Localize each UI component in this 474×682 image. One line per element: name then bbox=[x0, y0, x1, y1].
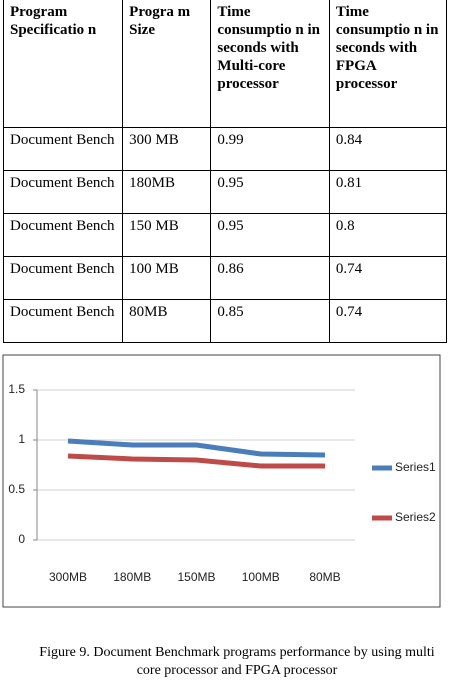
header-cell: Progra m Size bbox=[122, 0, 212, 128]
cell: 300 MB bbox=[122, 127, 212, 171]
legend-label: Series1 bbox=[395, 460, 436, 474]
chart-frame bbox=[2, 354, 441, 608]
cell: 180MB bbox=[122, 170, 212, 214]
cell: 0.95 bbox=[210, 213, 330, 257]
chart: 0 0.5 1 1.5 300MB 180MB 150MB 100MB 80MB Series1 S… bbox=[2, 354, 441, 608]
cell: 0.86 bbox=[210, 256, 330, 300]
cell: 0.85 bbox=[210, 299, 330, 343]
legend-label: Series2 bbox=[395, 510, 436, 524]
cell: 0.74 bbox=[328, 299, 448, 343]
cell: Document Bench bbox=[2, 213, 124, 257]
header-cell: Time consumptio n in seconds with Multi-… bbox=[210, 0, 330, 128]
caption: Figure 9. Document Benchmark programs pe… bbox=[39, 645, 435, 660]
y-tick-label: 0.5 bbox=[8, 482, 25, 496]
row: Document Bench 80MB 0.85 0.74 bbox=[2, 299, 448, 343]
header-cell: Program Specificatio n bbox=[2, 0, 124, 128]
cell: 0.99 bbox=[210, 127, 330, 171]
cell: 150 MB bbox=[122, 213, 212, 257]
cell: Document Bench bbox=[2, 256, 124, 300]
row: Document Bench 180MB 0.95 0.81 bbox=[2, 170, 448, 214]
header-cell: Time consumptio n in seconds with FPGA p… bbox=[328, 0, 448, 128]
cell: 0.95 bbox=[210, 170, 330, 214]
x-tick-label: 300MB bbox=[49, 570, 87, 584]
y-tick-label: 1 bbox=[18, 432, 25, 446]
row: Document Bench 100 MB 0.86 0.74 bbox=[2, 256, 448, 300]
x-tick-label: 150MB bbox=[177, 570, 215, 584]
x-tick-label: 80MB bbox=[309, 570, 340, 584]
x-tick-label: 100MB bbox=[242, 570, 280, 584]
y-tick-label: 0 bbox=[18, 532, 25, 546]
cell: 0.81 bbox=[328, 170, 448, 214]
cell: 80MB bbox=[122, 299, 212, 343]
cell: 0.8 bbox=[328, 213, 448, 257]
caption: core processor and FPGA processor bbox=[136, 663, 338, 678]
cell: Document Bench bbox=[2, 299, 124, 343]
cell: Document Bench bbox=[2, 170, 124, 214]
x-tick-label: 180MB bbox=[113, 570, 151, 584]
cell: 0.74 bbox=[328, 256, 448, 300]
series-line bbox=[67, 438, 326, 458]
series-line bbox=[67, 453, 325, 469]
data-table: Program Specificatio n Progra m Size Time … bbox=[2, 0, 448, 343]
cell: 100 MB bbox=[122, 256, 212, 300]
cell: 0.84 bbox=[328, 127, 448, 171]
y-tick-label: 1.5 bbox=[8, 382, 25, 396]
row: Document Bench 150 MB 0.95 0.8 bbox=[2, 213, 448, 257]
cell: Document Bench bbox=[2, 127, 124, 171]
row: Document Bench 300 MB 0.99 0.84 bbox=[2, 127, 448, 171]
